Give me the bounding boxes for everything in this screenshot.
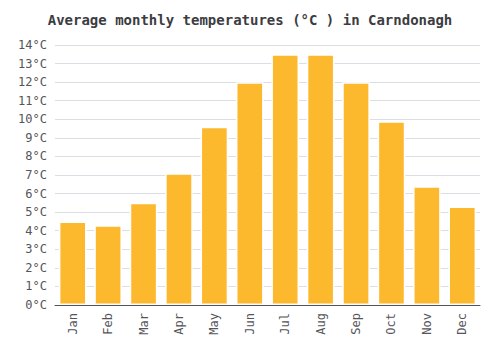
svg-text:5°C: 5°C <box>25 205 47 219</box>
svg-text:12°C: 12°C <box>18 75 47 89</box>
svg-text:11°C: 11°C <box>18 94 47 108</box>
svg-text:8°C: 8°C <box>25 149 47 163</box>
svg-text:Average monthly temperatures (: Average monthly temperatures (°C ) in Ca… <box>48 12 453 28</box>
svg-text:Feb: Feb <box>101 313 115 335</box>
svg-text:Oct: Oct <box>384 313 398 335</box>
svg-text:Dec: Dec <box>455 313 469 335</box>
svg-text:Mar: Mar <box>137 313 151 335</box>
svg-text:May: May <box>207 313 221 335</box>
svg-text:Sep: Sep <box>349 313 363 335</box>
svg-text:4°C: 4°C <box>25 224 47 238</box>
svg-text:Nov: Nov <box>420 313 434 335</box>
svg-text:13°C: 13°C <box>18 57 47 71</box>
svg-text:Aug: Aug <box>314 313 328 335</box>
svg-text:6°C: 6°C <box>25 187 47 201</box>
svg-text:10°C: 10°C <box>18 112 47 126</box>
svg-text:Jun: Jun <box>243 313 257 335</box>
svg-text:14°C: 14°C <box>18 38 47 52</box>
svg-text:Apr: Apr <box>172 313 186 335</box>
svg-text:9°C: 9°C <box>25 131 47 145</box>
svg-text:7°C: 7°C <box>25 168 47 182</box>
svg-text:Jan: Jan <box>66 313 80 335</box>
svg-text:3°C: 3°C <box>25 242 47 256</box>
svg-text:2°C: 2°C <box>25 261 47 275</box>
svg-text:0°C: 0°C <box>25 298 47 312</box>
svg-text:Jul: Jul <box>278 313 292 335</box>
svg-text:1°C: 1°C <box>25 279 47 293</box>
